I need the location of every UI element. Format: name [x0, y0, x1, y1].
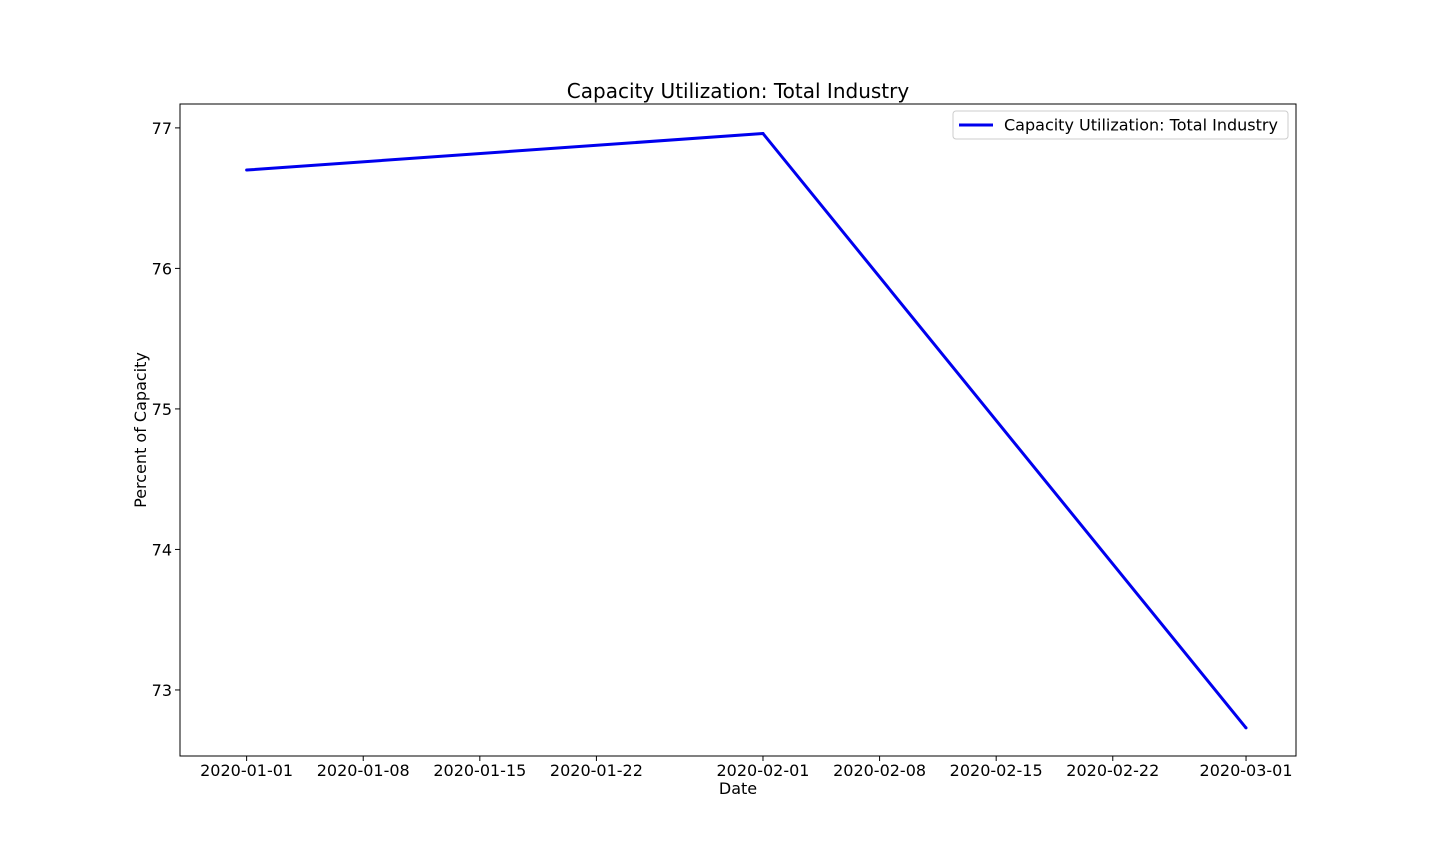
series-line	[246, 132, 1248, 729]
plot-frame	[179, 103, 1297, 757]
y-axis: 73 74 75 76 77	[152, 119, 180, 700]
y-axis-label: Percent of Capacity	[131, 352, 150, 508]
x-tick-label: 2020-02-15	[950, 761, 1043, 780]
y-tick-label: 77	[152, 119, 172, 138]
y-tick-label: 74	[152, 540, 172, 559]
data-point	[245, 168, 249, 172]
x-tick-label: 2020-02-08	[833, 761, 926, 780]
x-tick-label: 2020-01-01	[200, 761, 293, 780]
x-tick-label: 2020-02-22	[1066, 761, 1159, 780]
x-axis: 2020-01-01 2020-01-08 2020-01-15 2020-01-22…	[200, 756, 1293, 780]
legend: Capacity Utilization: Total Industry	[952, 110, 1289, 140]
y-tick-label: 75	[152, 400, 172, 419]
plot-area	[245, 132, 1248, 730]
legend-label: Capacity Utilization: Total Industry	[1004, 116, 1278, 135]
y-tick-label: 73	[152, 681, 172, 700]
data-point	[761, 132, 765, 136]
x-tick-label: 2020-01-22	[550, 761, 643, 780]
x-axis-label: Date	[719, 779, 757, 798]
x-tick-label: 2020-01-15	[433, 761, 526, 780]
x-tick-label: 2020-03-01	[1200, 761, 1293, 780]
x-tick-label: 2020-02-01	[716, 761, 809, 780]
legend-box	[952, 110, 1289, 140]
x-tick-label: 2020-01-08	[317, 761, 410, 780]
y-tick-label: 76	[152, 259, 172, 278]
chart-title: Capacity Utilization: Total Industry	[567, 79, 910, 103]
data-point	[1244, 726, 1248, 730]
